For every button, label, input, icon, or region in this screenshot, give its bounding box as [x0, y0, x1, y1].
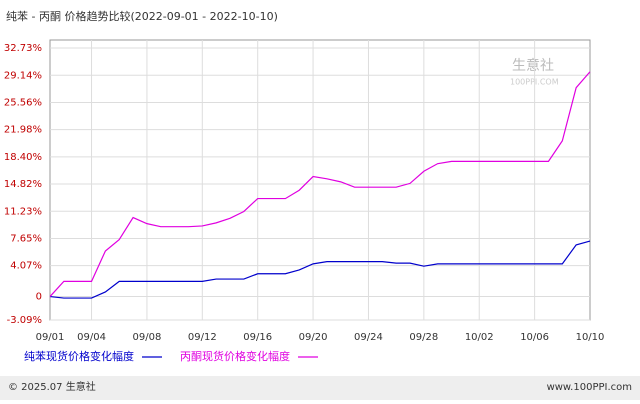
- legend-label: 丙酮现货价格变化幅度: [180, 349, 290, 363]
- y-tick-label: 7.65%: [10, 233, 42, 244]
- series-line: [49, 71, 591, 297]
- footer-band: [0, 376, 640, 400]
- x-tick-label: 09/04: [77, 332, 106, 343]
- footer-right: www.100PPI.com: [547, 382, 632, 393]
- y-tick-label: -3.09%: [7, 315, 42, 326]
- y-tick-label: 32.73%: [4, 43, 42, 54]
- x-tick-label: 09/08: [133, 332, 162, 343]
- watermark: 生意社: [512, 57, 554, 74]
- y-tick-label: 21.98%: [4, 125, 42, 136]
- y-tick-label: 11.23%: [4, 206, 42, 217]
- legend-label: 纯苯现货价格变化幅度: [24, 349, 134, 363]
- x-tick-label: 09/12: [188, 332, 217, 343]
- y-tick-label: 18.40%: [4, 152, 42, 163]
- y-tick-label: 14.82%: [4, 179, 42, 190]
- x-tick-label: 09/28: [409, 332, 438, 343]
- y-tick-label: 29.14%: [4, 70, 42, 81]
- y-tick-label: 25.56%: [4, 97, 42, 108]
- chart-title: 纯苯 - 丙酮 价格趋势比较(2022-09-01 - 2022-10-10): [6, 9, 278, 23]
- footer-left: © 2025.07 生意社: [8, 380, 96, 393]
- x-tick-label: 09/16: [243, 332, 272, 343]
- x-tick-label: 09/20: [299, 332, 328, 343]
- x-tick-label: 10/02: [465, 332, 494, 343]
- plot-frame: [49, 39, 591, 321]
- x-tick-label: 10/06: [520, 332, 549, 343]
- y-tick-label: 4.07%: [10, 261, 42, 272]
- series-line: [49, 240, 591, 299]
- y-tick-label: 0: [36, 292, 42, 303]
- x-tick-label: 09/01: [36, 332, 65, 343]
- x-tick-label: 09/24: [354, 332, 383, 343]
- x-tick-label: 10/10: [576, 332, 605, 343]
